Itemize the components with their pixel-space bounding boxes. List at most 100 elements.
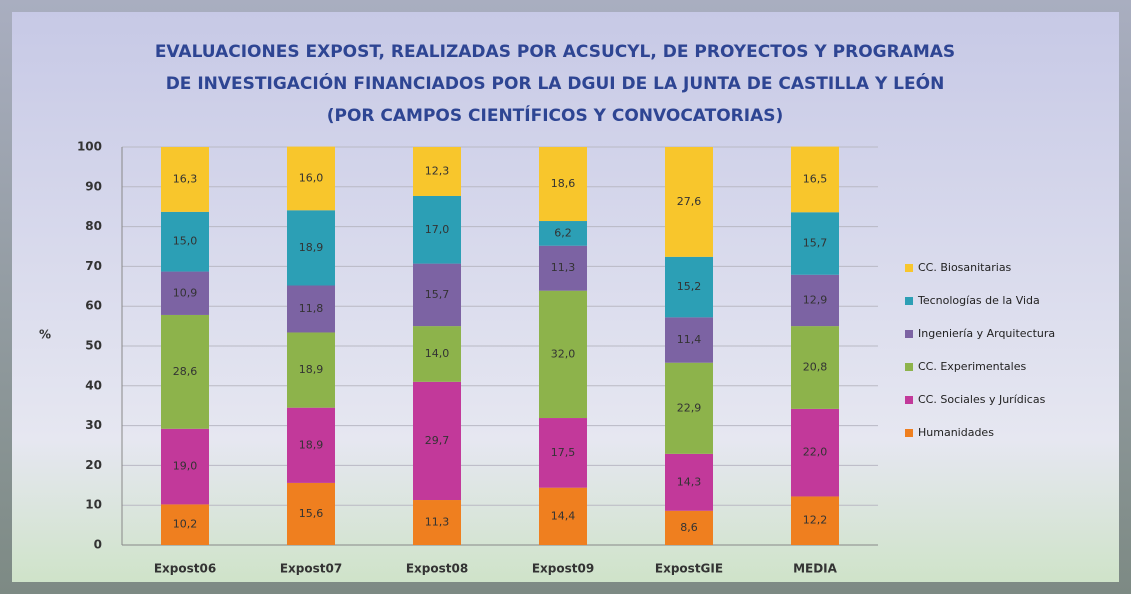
x-tick-label: MEDIA [793,562,838,576]
legend-swatch [905,396,913,404]
bar-segment [413,195,461,264]
value-label: 15,6 [299,507,324,520]
legend-label: Ingeniería y Arquitectura [918,327,1055,340]
value-label: 14,4 [551,509,576,522]
value-label: 14,3 [677,475,702,488]
y-axis-label: % [39,328,51,342]
value-label: 18,9 [299,363,324,376]
legend-label: Tecnologías de la Vida [917,294,1040,307]
chart-title: EVALUACIONES EXPOST, REALIZADAS POR ACSU… [155,42,955,62]
bar-segment [665,317,713,363]
bar-segment [287,407,335,483]
bar-segment [161,147,209,212]
bar-segment [287,146,335,211]
value-label: 16,0 [299,171,324,184]
bar-segment [413,147,461,196]
chart-title: DE INVESTIGACIÓN FINANCIADOS POR LA DGUI… [166,72,945,94]
bar-segment [665,147,713,257]
bar-segment [539,290,587,419]
value-label: 11,8 [299,302,324,315]
value-label: 12,9 [803,293,828,306]
value-label: 29,7 [425,434,450,447]
bar-segment [791,408,839,497]
y-tick-label: 50 [85,339,102,353]
x-tick-label: Expost09 [532,562,594,576]
value-label: 18,6 [551,177,576,190]
legend-label: CC. Experimentales [918,360,1026,373]
y-tick-label: 0 [94,538,102,552]
legend-label: CC. Sociales y Jurídicas [918,393,1046,406]
value-label: 10,2 [173,518,198,531]
legend-swatch [905,297,913,305]
value-label: 15,7 [425,288,450,301]
bar-segment [791,212,839,275]
bar-segment [287,210,335,286]
bar-segment [539,221,587,246]
bar-segment [161,428,209,505]
y-tick-label: 20 [85,458,102,472]
value-label: 20,8 [803,360,828,373]
bar-segment [413,263,461,327]
bar-segment [539,418,587,488]
value-label: 17,0 [425,223,450,236]
value-label: 11,3 [425,516,450,529]
legend-swatch [905,330,913,338]
bar-segment [287,332,335,408]
value-label: 11,3 [551,261,576,274]
value-label: 14,0 [425,347,450,360]
value-label: 12,2 [803,514,828,527]
bar-segment [413,500,461,545]
value-label: 19,0 [173,460,198,473]
x-tick-label: Expost08 [406,562,468,576]
bar-segment [791,496,839,545]
value-label: 15,0 [173,235,198,248]
value-label: 18,9 [299,438,324,451]
value-label: 12,3 [425,164,450,177]
y-tick-label: 90 [85,179,102,193]
y-tick-label: 100 [77,140,102,154]
legend-swatch [905,264,913,272]
value-label: 15,2 [677,280,702,293]
bar-segment [161,314,209,429]
bar-segment [791,326,839,409]
legend-label: CC. Biosanitarias [918,261,1012,274]
value-label: 22,9 [677,401,702,414]
y-tick-label: 30 [85,418,102,432]
bar-segment [539,147,587,222]
value-label: 11,4 [677,333,702,346]
value-label: 16,5 [803,172,828,185]
legend-swatch [905,429,913,437]
bar-segment [161,211,209,272]
bar-segment [791,146,839,213]
x-tick-label: Expost06 [154,562,216,576]
bar-segment [413,326,461,382]
value-label: 10,9 [173,286,198,299]
y-tick-label: 40 [85,378,102,392]
legend-swatch [905,363,913,371]
value-label: 16,3 [173,172,198,185]
x-tick-label: Expost07 [280,562,342,576]
value-label: 8,6 [680,521,698,534]
y-tick-label: 60 [85,299,102,313]
value-label: 32,0 [551,347,576,360]
y-tick-label: 70 [85,259,102,273]
bar-segment [791,274,839,327]
bar-segment [539,487,587,545]
bar-segment [413,381,461,501]
bar-segment [161,504,209,545]
x-tick-label: ExpostGIE [655,562,723,576]
value-label: 15,7 [803,237,828,250]
value-label: 18,9 [299,241,324,254]
bar-segment [665,362,713,454]
bar-segment [161,271,209,315]
bar-segment [665,453,713,511]
value-label: 6,2 [554,226,572,239]
bar-segment [287,482,335,545]
value-label: 27,6 [677,195,702,208]
bar-segment [539,245,587,291]
value-label: 22,0 [803,446,828,459]
bar-segment [665,510,713,545]
y-tick-label: 80 [85,219,102,233]
chart-title: (POR CAMPOS CIENTÍFICOS Y CONVOCATORIAS) [327,104,784,126]
